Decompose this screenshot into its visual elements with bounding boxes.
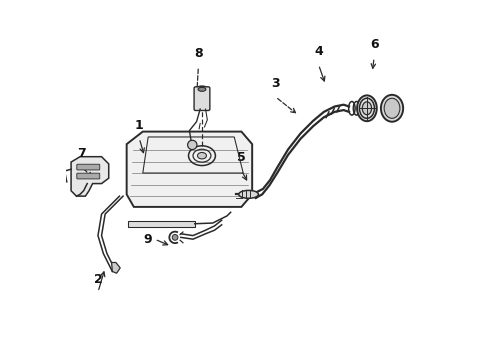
Text: 5: 5 [237,151,246,164]
Circle shape [172,234,178,240]
Text: 2: 2 [94,273,102,286]
FancyBboxPatch shape [77,173,100,179]
Text: 8: 8 [194,47,203,60]
Ellipse shape [357,95,377,121]
Polygon shape [112,262,120,273]
Text: 7: 7 [77,147,86,160]
Text: 3: 3 [271,77,280,90]
Ellipse shape [384,98,400,118]
Ellipse shape [239,190,258,198]
Text: 4: 4 [314,45,323,58]
Polygon shape [126,132,252,207]
Polygon shape [128,221,195,226]
Ellipse shape [362,102,371,115]
FancyBboxPatch shape [77,164,100,170]
Text: 1: 1 [135,118,144,132]
Ellipse shape [197,152,206,159]
Ellipse shape [381,95,403,122]
Ellipse shape [198,87,206,91]
Text: 6: 6 [370,38,378,51]
FancyBboxPatch shape [194,87,210,111]
Ellipse shape [196,86,208,93]
Polygon shape [71,157,109,196]
Text: 9: 9 [144,233,152,246]
Circle shape [188,140,197,150]
